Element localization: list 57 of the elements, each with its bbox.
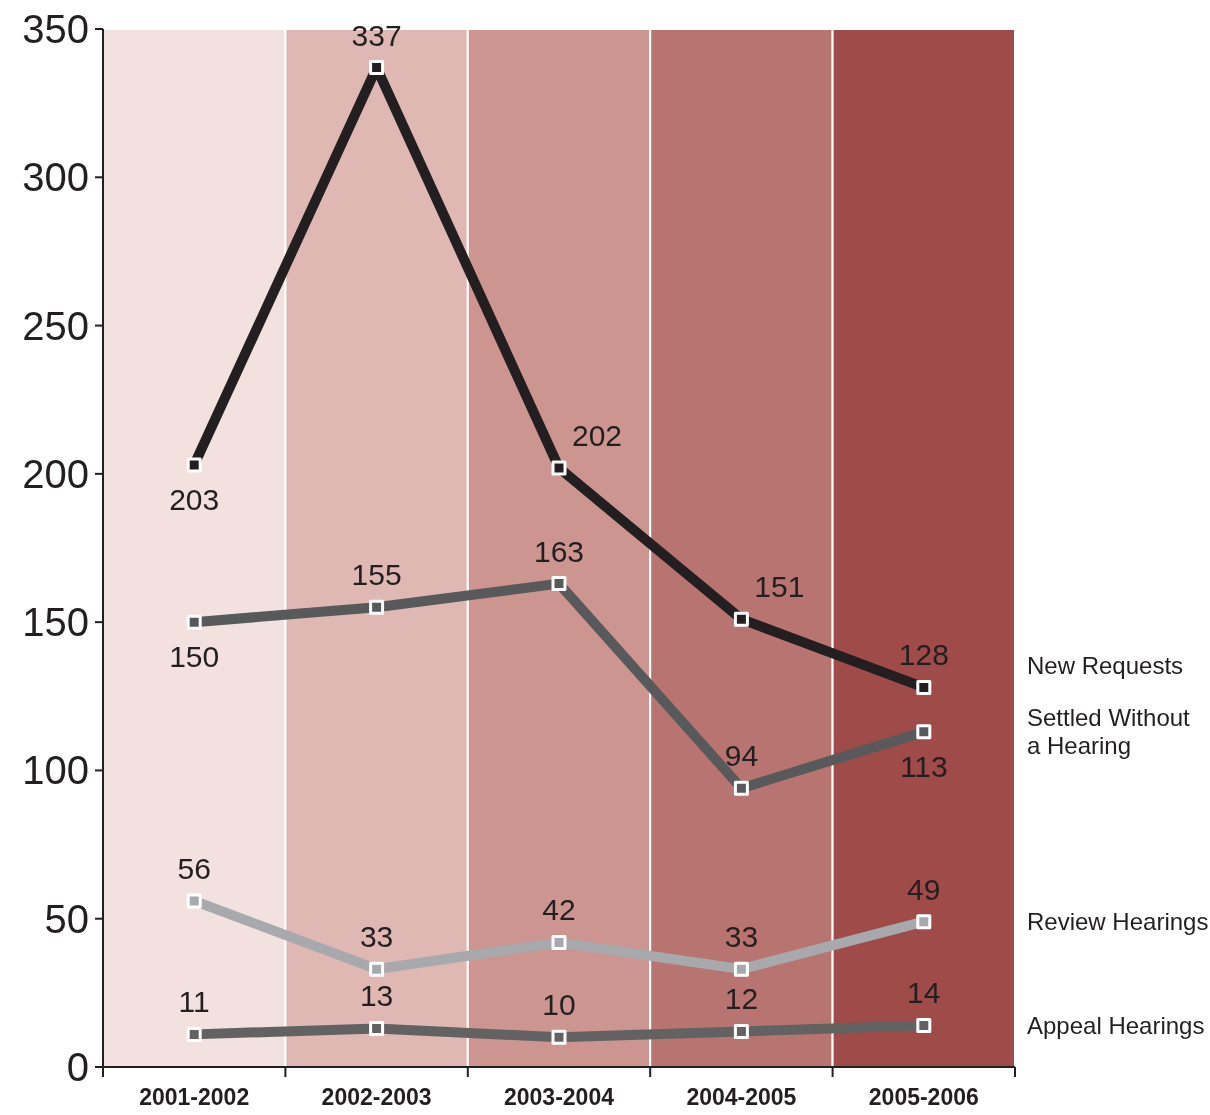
data-label: 94 <box>724 739 759 773</box>
point <box>916 914 932 930</box>
point <box>186 457 202 473</box>
x-tick-label: 2002-2003 <box>321 1084 432 1110</box>
point <box>916 679 932 695</box>
x-tick-label: 2001-2002 <box>139 1084 250 1110</box>
data-label: 12 <box>724 982 759 1016</box>
point <box>186 614 202 630</box>
point <box>733 961 749 977</box>
data-label: 202 <box>571 418 623 452</box>
data-label: 150 <box>169 640 220 674</box>
data-label: 128 <box>898 638 949 672</box>
text: Settled Without a Hearing <box>1027 704 1191 760</box>
text: Review Hearings <box>1027 908 1209 936</box>
data-label: 155 <box>351 558 402 592</box>
data-label: 151 <box>754 570 805 604</box>
data-label: 163 <box>533 534 585 568</box>
y-tick-label: 350 <box>22 7 89 51</box>
point <box>551 576 567 592</box>
y-tick-label: 250 <box>22 303 89 348</box>
point <box>369 599 385 615</box>
point <box>369 961 385 977</box>
point <box>551 460 567 476</box>
y-tick-label: 150 <box>22 600 89 645</box>
data-label: 56 <box>177 851 211 885</box>
x-tick-label: 2004-2005 <box>686 1084 797 1110</box>
point <box>916 1017 932 1033</box>
data-label: 10 <box>542 988 576 1022</box>
data-label: 42 <box>542 893 576 927</box>
y-tick-label: 200 <box>22 451 89 496</box>
point <box>369 1020 385 1036</box>
point <box>733 780 749 796</box>
y-tick-label: 0 <box>66 1045 89 1089</box>
y-tick-label: 300 <box>22 155 89 200</box>
x-tick-label: 2005-2006 <box>868 1084 979 1110</box>
point <box>186 893 202 909</box>
y-tick-label: 100 <box>22 748 89 793</box>
data-label: 337 <box>351 18 402 52</box>
data-label: 11 <box>178 985 210 1019</box>
text: Appeal Hearings <box>1027 1011 1205 1039</box>
data-label: 113 <box>899 749 948 783</box>
text: New Requests <box>1027 651 1184 679</box>
x-tick-label: 2003-2004 <box>504 1084 615 1110</box>
point <box>551 1029 567 1045</box>
data-label: 14 <box>907 976 941 1010</box>
point <box>733 611 749 627</box>
data-label: 33 <box>359 920 394 954</box>
point <box>186 1026 202 1042</box>
point <box>733 1023 749 1039</box>
point <box>369 60 385 76</box>
point <box>916 724 932 740</box>
data-label: 49 <box>907 872 941 906</box>
data-label: 33 <box>724 920 759 954</box>
point <box>551 934 567 950</box>
y-tick-label: 50 <box>44 896 89 941</box>
data-label: 13 <box>359 979 394 1013</box>
data-label: 203 <box>169 482 220 516</box>
